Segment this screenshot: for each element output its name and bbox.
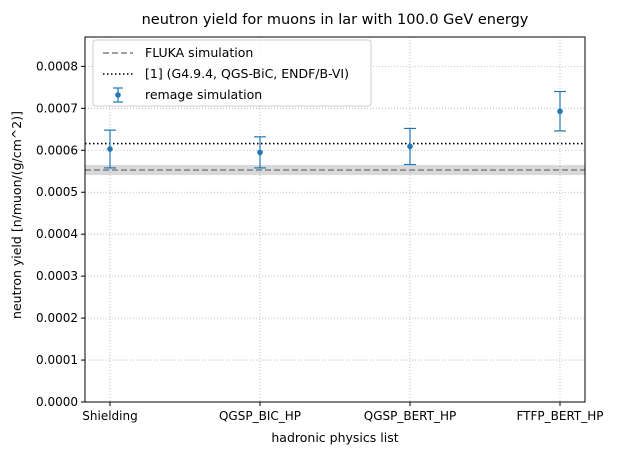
y-tick-label-2: 0.0002 [36, 311, 78, 325]
x-tick-label-0: Shielding [82, 409, 137, 423]
x-ticks: Shielding QGSP_BIC_HP QGSP_BERT_HP FTFP_BER… [82, 402, 604, 423]
data-point-3 [557, 108, 563, 115]
legend: FLUKA simulation [1] (G4.9.4, QGS-BiC, EN… [92, 39, 372, 107]
plot-frame [84, 36, 586, 403]
chart-title: neutron yield for muons in lar with 100.… [142, 12, 529, 28]
y-tick-label-5: 0.0005 [36, 185, 78, 199]
axes [84, 36, 586, 403]
y-tick-label-1: 0.0001 [36, 353, 78, 367]
x-axis-label: hadronic physics list [271, 430, 398, 445]
x-tick-label-1: QGSP_BIC_HP [219, 409, 301, 423]
legend-box [92, 39, 372, 107]
y-tick-label-8: 0.0008 [36, 59, 78, 73]
reference-lines [85, 142, 585, 171]
fluka-band-layer [85, 164, 585, 176]
data-point-1 [257, 149, 263, 156]
legend-label-1: [1] (G4.9.4, QGS-BiC, ENDF/B-VI) [145, 66, 349, 81]
reference-band-0 [85, 164, 585, 176]
data-point-2 [407, 143, 413, 150]
y-tick-label-4: 0.0004 [36, 227, 78, 241]
data-points [104, 90, 566, 169]
y-ticks: 0.0000 0.0001 0.0002 0.0003 0.0004 0.0005 0.00… [36, 59, 85, 409]
data-point-0 [107, 146, 113, 152]
y-tick-label-6: 0.0006 [36, 143, 78, 157]
legend-label-2: remage simulation [145, 87, 262, 102]
y-tick-label-7: 0.0007 [36, 101, 78, 115]
legend-marker-2 [115, 92, 121, 98]
y-tick-label-0: 0.0000 [36, 395, 78, 409]
y-tick-label-3: 0.0003 [36, 269, 78, 283]
x-tick-label-2: QGSP_BERT_HP [364, 409, 456, 423]
x-tick-label-3: FTFP_BERT_HP [516, 409, 603, 423]
legend-label-0: FLUKA simulation [145, 45, 253, 60]
y-axis-label: neutron yield [n/muon/(g/cm^2)] [9, 111, 24, 319]
